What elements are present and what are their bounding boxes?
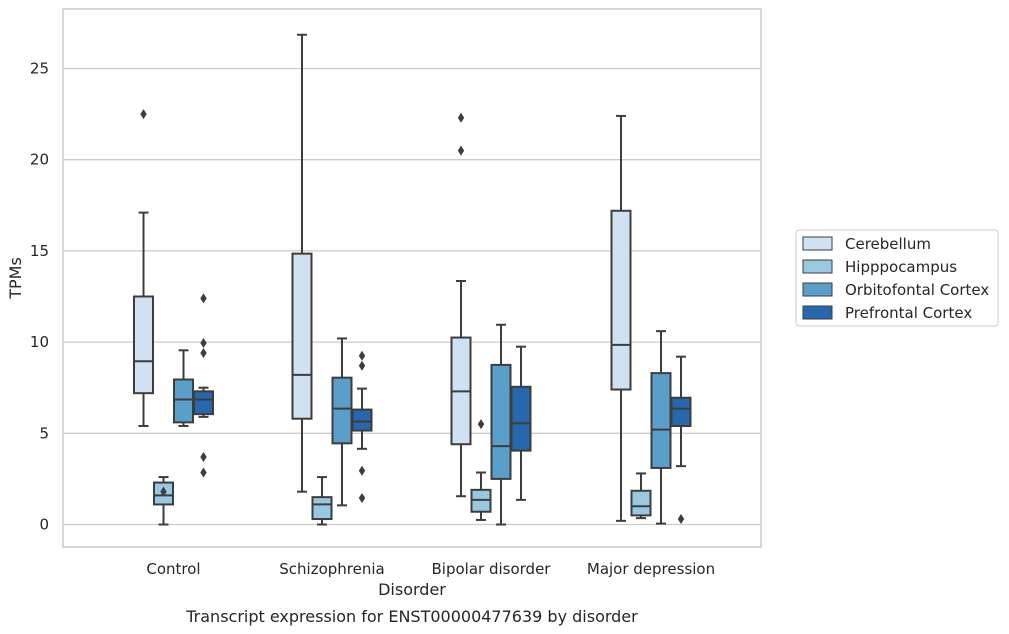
outlier-point	[200, 293, 207, 304]
y-gridlines	[63, 67, 761, 526]
figure-caption: Transcript expression for ENST0000047763…	[185, 607, 638, 626]
x-tick-label: Major depression	[587, 560, 715, 578]
outlier-point	[358, 493, 366, 504]
outlier-point	[677, 514, 685, 525]
box	[351, 350, 373, 504]
legend: Cerebellum Hipppocampus Orbitofontal Corte…	[795, 229, 999, 327]
y-tick-label: 15	[30, 242, 49, 260]
box	[510, 345, 532, 501]
legend-swatch	[802, 282, 833, 297]
outlier-point	[477, 419, 485, 430]
box	[291, 33, 313, 493]
x-tick-labels: Control Schizophrenia Bipolar disorder Majo…	[146, 560, 715, 578]
y-tick-labels: 0 5 10 15 20 25	[30, 60, 49, 534]
box-body	[490, 363, 512, 480]
box	[153, 476, 174, 526]
box-body	[193, 390, 214, 416]
y-tick-label: 20	[30, 151, 49, 169]
legend-label: Orbitofontal Cortex	[845, 281, 989, 299]
outlier-point	[160, 486, 167, 497]
legend-label: Prefrontal Cortex	[845, 304, 972, 322]
box	[490, 323, 512, 526]
x-axis-label: Disorder	[378, 580, 446, 599]
y-axis-label: TPMs	[6, 257, 25, 300]
outlier-point	[358, 465, 366, 476]
outlier-point	[200, 467, 207, 478]
box-body	[173, 378, 194, 424]
box-body	[670, 396, 692, 428]
box	[133, 109, 154, 428]
outlier-point	[200, 348, 207, 359]
box-body	[351, 408, 373, 432]
x-tick-label: Schizophrenia	[279, 560, 384, 578]
plot-background	[63, 9, 761, 547]
box-body	[311, 496, 333, 521]
outlier-point	[358, 360, 366, 371]
box-body	[630, 489, 652, 517]
legend-frame	[795, 229, 999, 327]
box	[311, 476, 333, 526]
outlier-point	[200, 452, 207, 463]
outlier-point	[457, 145, 465, 156]
outlier-point	[358, 350, 366, 361]
y-tick-label: 10	[30, 333, 49, 351]
outlier-point	[457, 112, 465, 123]
legend-swatch	[802, 259, 833, 274]
box-body	[510, 385, 532, 452]
plot-frame	[62, 8, 762, 548]
box	[193, 293, 214, 478]
x-tick-label: Control	[146, 560, 200, 578]
box-series	[133, 33, 692, 526]
box	[630, 472, 652, 520]
box	[450, 112, 472, 498]
box-body	[133, 295, 154, 395]
outlier-point	[200, 338, 207, 349]
box	[470, 419, 492, 521]
y-tick-label: 0	[39, 516, 49, 534]
box-body	[331, 376, 353, 445]
box-body	[291, 252, 313, 420]
y-tick-label: 25	[30, 60, 49, 78]
legend-swatch	[802, 236, 833, 251]
x-tick-label: Bipolar disorder	[432, 560, 552, 578]
legend-label: Cerebellum	[845, 235, 931, 253]
box-body	[650, 372, 672, 469]
box-body	[610, 209, 632, 391]
legend-label: Hipppocampus	[845, 258, 957, 276]
y-tick-label: 5	[39, 424, 49, 442]
box	[610, 114, 632, 522]
outlier-point	[140, 109, 147, 120]
box	[670, 355, 692, 525]
legend-swatch	[802, 305, 833, 320]
